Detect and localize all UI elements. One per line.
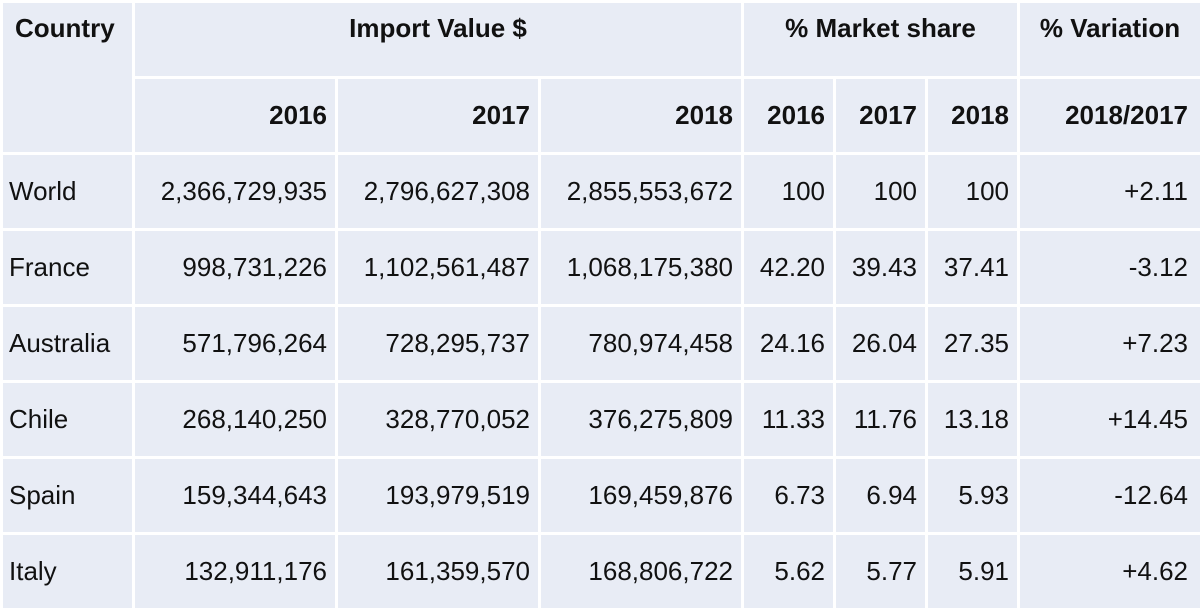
cell-share-2017: 39.43 — [835, 230, 927, 306]
header-market-share: % Market share — [743, 2, 1019, 78]
header-country: Country — [2, 2, 134, 154]
cell-variation: +14.45 — [1019, 382, 1200, 458]
header-import-2018: 2018 — [540, 78, 743, 154]
header-import-2017: 2017 — [337, 78, 540, 154]
cell-share-2018: 13.18 — [927, 382, 1019, 458]
cell-share-2016: 100 — [743, 154, 835, 230]
cell-import-2018: 1,068,175,380 — [540, 230, 743, 306]
header-import-value: Import Value $ — [134, 2, 743, 78]
table-row: Australia 571,796,264 728,295,737 780,97… — [2, 306, 1200, 382]
header-share-2017: 2017 — [835, 78, 927, 154]
cell-share-2018: 5.91 — [927, 534, 1019, 610]
cell-import-2018: 2,855,553,672 — [540, 154, 743, 230]
cell-country: Spain — [2, 458, 134, 534]
cell-variation: -3.12 — [1019, 230, 1200, 306]
cell-import-2018: 780,974,458 — [540, 306, 743, 382]
header-variation-period: 2018/2017 — [1019, 78, 1200, 154]
cell-country: World — [2, 154, 134, 230]
cell-import-2016: 2,366,729,935 — [134, 154, 337, 230]
cell-import-2016: 159,344,643 — [134, 458, 337, 534]
header-row-years: 2016 2017 2018 2016 2017 2018 2018/2017 — [2, 78, 1200, 154]
header-variation: % Variation — [1019, 2, 1200, 78]
cell-variation: +4.62 — [1019, 534, 1200, 610]
cell-share-2018: 100 — [927, 154, 1019, 230]
cell-country: Chile — [2, 382, 134, 458]
table-row: World 2,366,729,935 2,796,627,308 2,855,… — [2, 154, 1200, 230]
cell-import-2018: 169,459,876 — [540, 458, 743, 534]
cell-country: Australia — [2, 306, 134, 382]
cell-variation: -12.64 — [1019, 458, 1200, 534]
header-share-2018: 2018 — [927, 78, 1019, 154]
cell-share-2016: 6.73 — [743, 458, 835, 534]
cell-import-2017: 328,770,052 — [337, 382, 540, 458]
cell-import-2017: 728,295,737 — [337, 306, 540, 382]
cell-import-2017: 2,796,627,308 — [337, 154, 540, 230]
table-row: Chile 268,140,250 328,770,052 376,275,80… — [2, 382, 1200, 458]
cell-share-2018: 37.41 — [927, 230, 1019, 306]
cell-share-2016: 5.62 — [743, 534, 835, 610]
cell-share-2017: 5.77 — [835, 534, 927, 610]
cell-share-2017: 26.04 — [835, 306, 927, 382]
table-row: Italy 132,911,176 161,359,570 168,806,72… — [2, 534, 1200, 610]
cell-import-2016: 571,796,264 — [134, 306, 337, 382]
cell-import-2017: 1,102,561,487 — [337, 230, 540, 306]
header-row-groups: Country Import Value $ % Market share % … — [2, 2, 1200, 78]
cell-import-2017: 193,979,519 — [337, 458, 540, 534]
cell-import-2018: 168,806,722 — [540, 534, 743, 610]
cell-import-2016: 132,911,176 — [134, 534, 337, 610]
cell-share-2017: 100 — [835, 154, 927, 230]
cell-share-2017: 11.76 — [835, 382, 927, 458]
cell-share-2016: 24.16 — [743, 306, 835, 382]
table-row: France 998,731,226 1,102,561,487 1,068,1… — [2, 230, 1200, 306]
table-row: Spain 159,344,643 193,979,519 169,459,87… — [2, 458, 1200, 534]
cell-share-2018: 5.93 — [927, 458, 1019, 534]
header-import-2016: 2016 — [134, 78, 337, 154]
cell-country: Italy — [2, 534, 134, 610]
cell-share-2018: 27.35 — [927, 306, 1019, 382]
cell-import-2017: 161,359,570 — [337, 534, 540, 610]
cell-share-2016: 42.20 — [743, 230, 835, 306]
cell-share-2017: 6.94 — [835, 458, 927, 534]
cell-variation: +7.23 — [1019, 306, 1200, 382]
cell-import-2016: 998,731,226 — [134, 230, 337, 306]
cell-variation: +2.11 — [1019, 154, 1200, 230]
cell-import-2018: 376,275,809 — [540, 382, 743, 458]
header-share-2016: 2016 — [743, 78, 835, 154]
cell-country: France — [2, 230, 134, 306]
cell-share-2016: 11.33 — [743, 382, 835, 458]
cell-import-2016: 268,140,250 — [134, 382, 337, 458]
